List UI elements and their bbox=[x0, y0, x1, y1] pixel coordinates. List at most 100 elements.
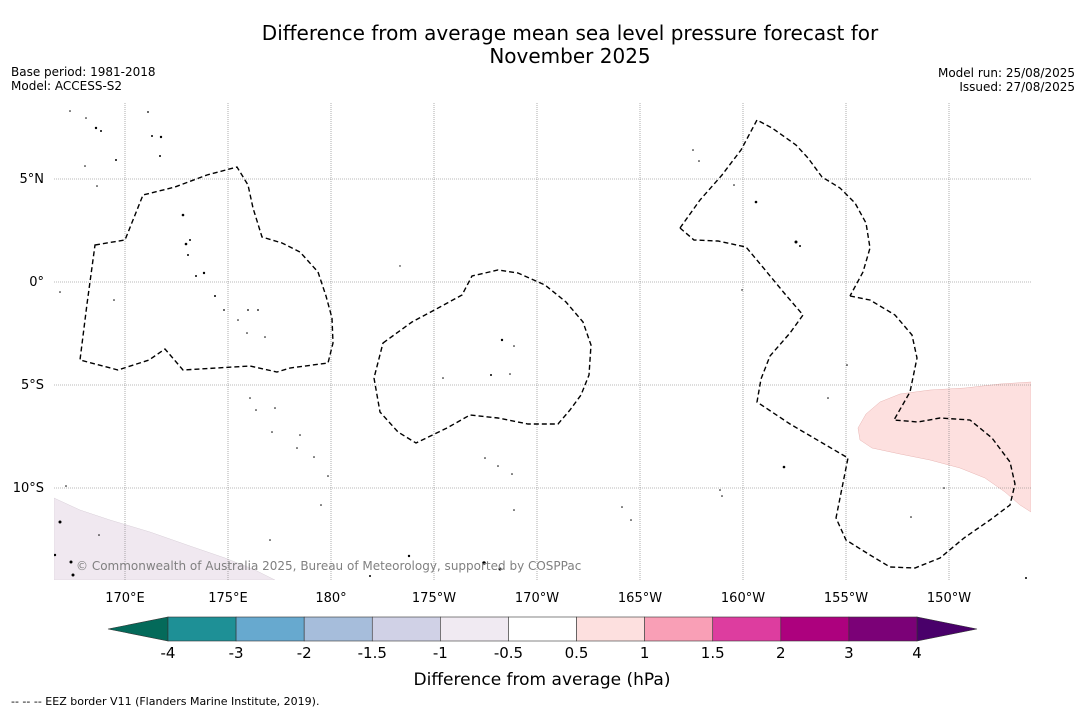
lat-label-10s: 10°S bbox=[13, 481, 44, 496]
colorbar-tick-label: -3 bbox=[229, 644, 244, 662]
colorbar-ticks: -4 -3 -2 -1.5 -1 -0.5 0.5 1 1.5 2 3 4 bbox=[161, 644, 922, 662]
colorbar-tick-label: 0.5 bbox=[565, 644, 589, 662]
island bbox=[741, 289, 743, 291]
island bbox=[692, 149, 694, 151]
island bbox=[246, 332, 248, 334]
island bbox=[159, 155, 161, 157]
island bbox=[85, 117, 87, 119]
eez-line-islands-lower bbox=[679, 227, 849, 519]
lon-label-170w: 170°W bbox=[515, 591, 559, 606]
island bbox=[733, 184, 735, 186]
island bbox=[58, 520, 62, 524]
island bbox=[214, 295, 216, 297]
lon-label-175e: 175°E bbox=[208, 591, 248, 606]
eez-kiribati-gilbert bbox=[79, 166, 334, 373]
chart-title: Difference from average mean sea level p… bbox=[0, 22, 1085, 68]
island bbox=[271, 431, 273, 433]
island bbox=[69, 560, 73, 564]
lon-label-170e: 170°E bbox=[105, 591, 145, 606]
lat-labels: 5°N 0° 5°S 10°S bbox=[13, 172, 44, 496]
lon-label-160w: 160°W bbox=[721, 591, 765, 606]
island bbox=[269, 539, 271, 541]
island bbox=[159, 135, 163, 139]
map-background bbox=[54, 103, 1031, 580]
island bbox=[799, 245, 801, 247]
colorbar-tick-label: -4 bbox=[161, 644, 176, 662]
island bbox=[369, 575, 371, 577]
island bbox=[296, 447, 298, 449]
island bbox=[399, 265, 401, 267]
lat-label-5n: 5°N bbox=[20, 172, 45, 187]
gridlines bbox=[54, 103, 1031, 580]
island bbox=[407, 554, 411, 558]
island bbox=[497, 465, 499, 467]
island bbox=[827, 397, 829, 399]
colorbar-tick-label: 1 bbox=[640, 644, 650, 662]
island bbox=[490, 374, 492, 376]
island bbox=[698, 160, 700, 162]
island bbox=[500, 338, 504, 342]
colorbar-segment bbox=[167, 616, 237, 642]
lon-label-165w: 165°W bbox=[618, 591, 662, 606]
island bbox=[513, 509, 515, 511]
island bbox=[794, 240, 798, 244]
lon-label-180: 180° bbox=[315, 591, 346, 606]
colorbar-under-arrow bbox=[107, 616, 169, 642]
colorbar-segment bbox=[712, 616, 782, 642]
island bbox=[498, 567, 502, 571]
meta-right: Model run: 25/08/2025 Issued: 27/08/2025 bbox=[938, 66, 1075, 94]
island bbox=[782, 465, 786, 469]
island bbox=[482, 561, 486, 565]
colorbar-tick-label: 4 bbox=[912, 644, 922, 662]
island bbox=[910, 516, 912, 518]
colorbar-segment bbox=[644, 616, 714, 642]
island bbox=[113, 299, 115, 301]
colorbar-segment bbox=[780, 616, 850, 642]
island bbox=[299, 434, 301, 436]
colorbar-segment bbox=[848, 616, 918, 642]
colorbar-segment bbox=[371, 616, 441, 642]
island bbox=[630, 519, 632, 521]
colorbar-tick-label: -2 bbox=[297, 644, 312, 662]
island bbox=[98, 534, 100, 536]
island bbox=[754, 200, 758, 204]
lon-label-175w: 175°W bbox=[412, 591, 456, 606]
island bbox=[846, 364, 848, 366]
lon-labels: 170°E 175°E 180° 175°W 170°W 165°W 160°W… bbox=[105, 591, 971, 606]
island bbox=[94, 126, 98, 130]
island bbox=[257, 309, 259, 311]
issued-date: Issued: 27/08/2025 bbox=[959, 80, 1075, 94]
colorbar-over-arrow bbox=[916, 616, 978, 642]
island bbox=[69, 110, 71, 112]
island bbox=[484, 457, 486, 459]
negative-anomaly-region bbox=[54, 497, 276, 580]
island bbox=[255, 409, 257, 411]
positive-anomaly-region bbox=[857, 381, 1031, 513]
island bbox=[264, 336, 266, 338]
lon-label-155w: 155°W bbox=[824, 591, 868, 606]
model-name: Model: ACCESS-S2 bbox=[11, 79, 123, 93]
island bbox=[184, 242, 188, 246]
island bbox=[249, 397, 251, 399]
colorbar-tick-label: -1 bbox=[433, 644, 448, 662]
island bbox=[59, 291, 61, 293]
base-period: Base period: 1981-2018 bbox=[11, 65, 156, 79]
colorbar-segment bbox=[508, 616, 577, 642]
lat-label-5s: 5°S bbox=[21, 378, 44, 393]
colorbar-segment bbox=[576, 616, 645, 642]
island bbox=[100, 130, 102, 132]
island bbox=[313, 456, 315, 458]
island bbox=[442, 377, 444, 379]
island bbox=[147, 111, 149, 113]
island bbox=[237, 319, 239, 321]
colorbar-segment bbox=[440, 616, 509, 642]
island bbox=[65, 485, 67, 487]
colorbar: -4 -3 -2 -1.5 -1 -0.5 0.5 1 1.5 2 3 4 Difference fr… bbox=[107, 616, 978, 690]
island bbox=[320, 504, 322, 506]
island bbox=[223, 309, 225, 311]
island bbox=[719, 489, 721, 491]
colorbar-segment bbox=[303, 616, 373, 642]
island bbox=[274, 407, 276, 409]
island bbox=[327, 475, 329, 477]
